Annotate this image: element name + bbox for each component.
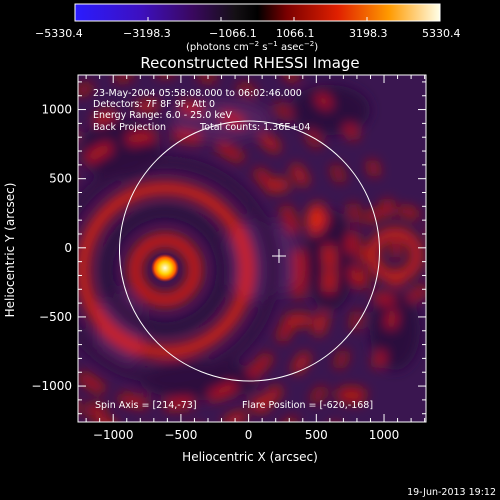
solar-limb-circle (119, 120, 380, 382)
flare-source (151, 254, 179, 282)
flare-position-label: Flare Position = [-620,-168] (242, 400, 373, 411)
axis-tick-labels: −1000 −500 0 500 1000 −1000 −500 0 500 1000 (31, 103, 399, 442)
colorbar-tick-label: 3198.3 (349, 27, 388, 40)
annotation-detectors: Detectors: 7F 8F 9F, Att 0 (93, 99, 215, 110)
x-tick-label: −500 (164, 428, 197, 442)
colorbar-ticks (74, 17, 441, 21)
x-tick-label: 0 (245, 428, 253, 442)
x-tick-label: −1000 (93, 428, 134, 442)
spin-axis-crosshair (272, 249, 286, 263)
y-tick-label: −500 (39, 310, 72, 324)
colorbar-tick-label: −5330.4 (35, 27, 83, 40)
colorbar-unit-label: (photons cm−2 s−1 asec−2) (186, 40, 318, 53)
x-axis-label: Heliocentric X (arcsec) (182, 450, 318, 464)
annotation-energy-range: Energy Range: 6.0 - 25.0 keV (93, 110, 232, 121)
plot-frame (77, 74, 427, 423)
annotation-total-counts: Total counts: 1.36E+04 (199, 122, 310, 133)
colorbar (74, 3, 441, 22)
y-tick-label: 500 (49, 172, 72, 186)
heatmap-image (78, 75, 426, 422)
timestamp: 19-Jun-2013 19:12 (407, 487, 496, 498)
x-tick-label: 1000 (369, 428, 400, 442)
y-tick-label: 0 (64, 241, 72, 255)
y-axis-label: Heliocentric Y (arcsec) (3, 183, 17, 318)
axis-ticks (78, 75, 426, 422)
colorbar-tick-label: −1066.1 (209, 27, 257, 40)
chart-title: Reconstructed RHESSI Image (140, 54, 359, 72)
colorbar-tick-label: −3198.3 (123, 27, 171, 40)
y-tick-label: −1000 (31, 379, 72, 393)
y-tick-label: 1000 (41, 103, 72, 117)
colorbar-tick-label: 5330.4 (422, 27, 461, 40)
x-tick-label: 500 (305, 428, 328, 442)
annotation-time-range: 23-May-2004 05:58:08.000 to 06:02:46.000 (93, 88, 302, 99)
annotation-method: Back Projection (93, 122, 166, 133)
spin-axis-label: Spin Axis = [214,-73] (95, 400, 197, 411)
colorbar-tick-label: 1066.1 (276, 27, 315, 40)
